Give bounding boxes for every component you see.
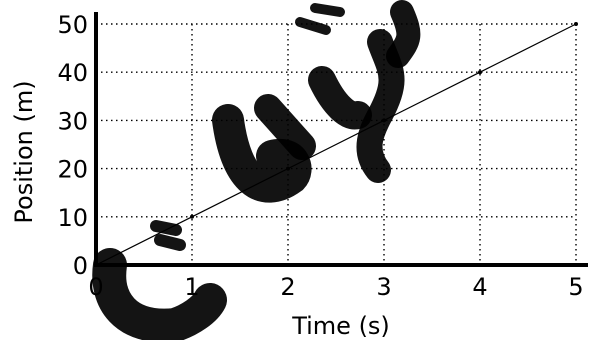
y-axis-title: Position (m) [10,80,38,223]
y-tick-label-50: 50 [57,11,88,39]
y-tick-label-0: 0 [73,252,88,280]
axes [94,12,588,267]
data-point-2 [286,166,290,171]
x-tick-label-0: 0 [88,273,103,301]
x-tick-label-3: 3 [376,273,391,301]
labels: 0 10 20 30 40 50 0 1 2 3 4 5 Time (s) Position (m) [10,11,584,340]
y-tick-label-20: 20 [57,156,88,184]
x-tick-label-2: 2 [280,273,295,301]
data-point-4 [478,70,482,75]
y-tick-label-10: 10 [57,204,88,232]
data-point-5 [574,22,578,26]
y-tick-label-40: 40 [57,59,88,87]
handwritten-watermark [92,0,421,340]
x-tick-label-1: 1 [184,273,199,301]
x-tick-label-4: 4 [472,273,487,301]
series-line-0 [95,23,577,266]
x-tick-label-5: 5 [568,273,583,301]
data-point-0 [94,263,98,267]
data-point-3 [382,118,386,123]
y-tick-label-30: 30 [57,107,88,135]
x-axis-title: Time (s) [291,312,390,340]
data-point-1 [190,214,194,219]
series [94,22,578,267]
